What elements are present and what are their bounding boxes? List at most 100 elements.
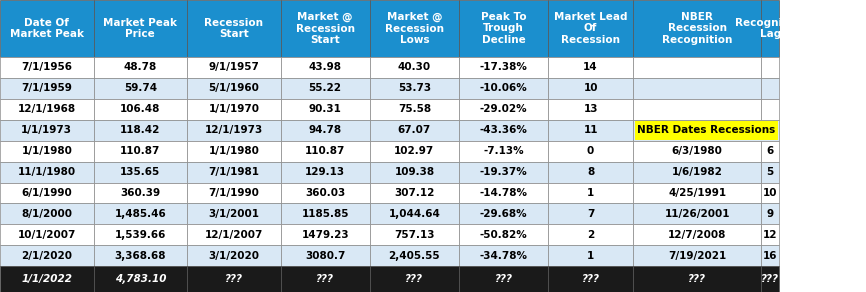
Bar [94, 225, 187, 245]
Text: 102.97: 102.97 [394, 146, 435, 156]
Bar [0, 0, 94, 57]
Text: 8/1/2000: 8/1/2000 [22, 209, 72, 219]
Text: 6: 6 [766, 146, 774, 156]
Bar [281, 225, 370, 245]
Text: 1,539.66: 1,539.66 [114, 230, 166, 240]
Bar [0, 245, 94, 266]
Bar [459, 78, 548, 99]
Text: 9: 9 [766, 209, 774, 219]
Text: Market @
Recession
Lows: Market @ Recession Lows [385, 12, 444, 45]
Bar [370, 57, 459, 78]
Text: 7/1/1981: 7/1/1981 [209, 167, 259, 177]
Bar [459, 266, 548, 292]
Text: 360.03: 360.03 [305, 188, 346, 198]
Bar [459, 120, 548, 141]
Text: 129.13: 129.13 [305, 167, 346, 177]
Bar [281, 141, 370, 162]
Bar [187, 120, 281, 141]
Bar [370, 78, 459, 99]
Text: 8: 8 [587, 167, 594, 177]
Text: 7/1/1959: 7/1/1959 [22, 83, 72, 93]
Bar [370, 204, 459, 225]
Text: ???: ??? [225, 274, 242, 284]
Text: 1/6/1982: 1/6/1982 [672, 167, 722, 177]
Text: 4/25/1991: 4/25/1991 [668, 188, 727, 198]
Text: 90.31: 90.31 [309, 104, 341, 114]
Text: 3/1/2001: 3/1/2001 [209, 209, 259, 219]
Bar [761, 225, 779, 245]
Bar [761, 78, 779, 99]
Text: ???: ??? [582, 274, 599, 284]
Bar [187, 78, 281, 99]
Bar [633, 57, 761, 78]
Bar [187, 245, 281, 266]
Bar [633, 120, 779, 141]
Text: 75.58: 75.58 [397, 104, 431, 114]
Bar [370, 162, 459, 182]
Text: 53.73: 53.73 [397, 83, 431, 93]
Text: 110.87: 110.87 [120, 146, 160, 156]
Text: 1,485.46: 1,485.46 [114, 209, 166, 219]
Text: 14: 14 [584, 62, 598, 72]
Bar [633, 225, 761, 245]
Text: 0: 0 [587, 146, 594, 156]
Text: ???: ??? [494, 274, 513, 284]
Text: ???: ??? [316, 274, 334, 284]
Bar [0, 266, 94, 292]
Text: 757.13: 757.13 [394, 230, 435, 240]
Text: 1,044.64: 1,044.64 [389, 209, 440, 219]
Bar [281, 78, 370, 99]
Text: Market Lead
Of
Recession: Market Lead Of Recession [554, 12, 627, 45]
Bar [187, 182, 281, 204]
Text: 13: 13 [584, 104, 598, 114]
Bar [0, 141, 94, 162]
Text: 360.39: 360.39 [120, 188, 160, 198]
Bar [0, 225, 94, 245]
Bar [633, 266, 761, 292]
Bar [0, 78, 94, 99]
Text: 7/19/2021: 7/19/2021 [668, 251, 727, 261]
Bar [548, 182, 633, 204]
Bar [548, 99, 633, 120]
Bar [548, 245, 633, 266]
Bar [633, 162, 761, 182]
Text: -50.82%: -50.82% [480, 230, 527, 240]
Text: -17.38%: -17.38% [480, 62, 527, 72]
Bar [370, 120, 459, 141]
Text: 1/1/2022: 1/1/2022 [22, 274, 72, 284]
Bar [0, 204, 94, 225]
Bar [459, 245, 548, 266]
Text: 55.22: 55.22 [308, 83, 342, 93]
Bar [94, 204, 187, 225]
Text: 307.12: 307.12 [394, 188, 435, 198]
Bar [633, 99, 761, 120]
Bar [187, 0, 281, 57]
Bar [633, 0, 761, 57]
Text: 43.98: 43.98 [308, 62, 342, 72]
Text: 1/1/1973: 1/1/1973 [22, 125, 72, 135]
Bar [370, 266, 459, 292]
Text: ???: ??? [688, 274, 706, 284]
Text: 11/26/2001: 11/26/2001 [664, 209, 730, 219]
Text: 6/3/1980: 6/3/1980 [672, 146, 722, 156]
Bar [281, 245, 370, 266]
Text: Market Peak
Price: Market Peak Price [103, 18, 178, 39]
Bar [281, 182, 370, 204]
Bar [187, 141, 281, 162]
Text: NBER Dates Recessions: NBER Dates Recessions [637, 125, 775, 135]
Text: ???: ??? [761, 274, 779, 284]
Text: ???: ??? [405, 274, 423, 284]
Bar [633, 78, 761, 99]
Bar [187, 266, 281, 292]
Bar [94, 266, 187, 292]
Bar [187, 57, 281, 78]
Bar [633, 204, 761, 225]
Text: 12/1/1968: 12/1/1968 [17, 104, 76, 114]
Bar [548, 204, 633, 225]
Bar [633, 182, 761, 204]
Text: -34.78%: -34.78% [480, 251, 527, 261]
Bar [761, 245, 779, 266]
Text: 12/7/2008: 12/7/2008 [668, 230, 727, 240]
Text: 1/1/1980: 1/1/1980 [22, 146, 72, 156]
Text: 67.07: 67.07 [397, 125, 431, 135]
